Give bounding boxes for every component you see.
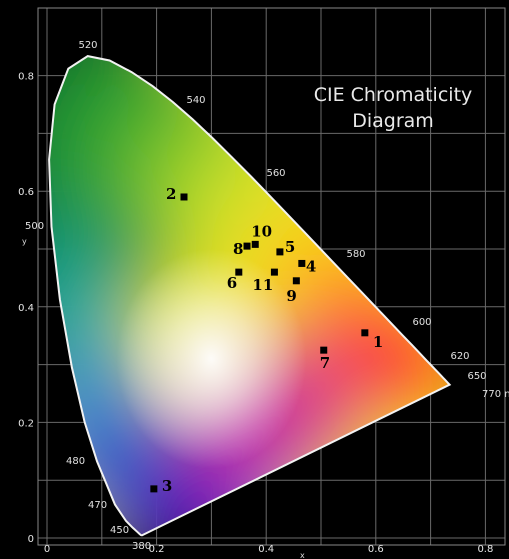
y-axis-label: y xyxy=(22,237,27,246)
wavelength-label: 770 nm xyxy=(482,389,509,400)
y-tick-label: 0.6 xyxy=(18,187,34,198)
point-marker xyxy=(150,485,158,493)
y-tick-label: 0.4 xyxy=(18,303,34,314)
point-marker xyxy=(251,240,259,248)
wavelength-label: 470 xyxy=(88,500,107,511)
point-marker xyxy=(320,346,328,354)
point-label: 2 xyxy=(166,185,176,203)
point-label: 7 xyxy=(320,354,330,372)
wavelength-label: 560 xyxy=(266,168,285,179)
point-label: 3 xyxy=(162,477,172,495)
y-axis-ticks: 0 0.2 0.4 0.6 0.8 xyxy=(18,72,34,545)
wavelength-label: 380 xyxy=(132,541,151,552)
point-label: 8 xyxy=(233,240,243,258)
spectral-locus xyxy=(48,55,452,537)
y-tick-label: 0.8 xyxy=(18,72,34,83)
x-tick-label: 0.4 xyxy=(258,544,274,555)
wavelength-label: 450 xyxy=(110,525,129,536)
wavelength-label: 500 xyxy=(25,221,44,232)
point-marker xyxy=(292,277,300,285)
plot-frame xyxy=(37,7,506,546)
y-tick-label: 0.2 xyxy=(18,418,34,429)
x-tick-label: 0 xyxy=(44,544,50,555)
wavelength-label: 620 xyxy=(450,351,469,362)
x-tick-label: 0.2 xyxy=(149,544,165,555)
wavelength-label: 580 xyxy=(346,249,365,260)
title-line-1: CIE Chromaticity xyxy=(314,84,473,106)
wavelength-label: 650 xyxy=(467,371,486,382)
x-axis-label: x xyxy=(300,551,305,559)
x-axis-ticks: 0 0.2 0.4 0.6 0.8 xyxy=(44,544,494,555)
x-tick-label: 0.8 xyxy=(477,544,493,555)
x-tick-label: 0.6 xyxy=(368,544,384,555)
wavelength-label: 540 xyxy=(186,95,205,106)
point-marker xyxy=(235,268,243,276)
point-marker xyxy=(243,242,251,250)
point-label: 9 xyxy=(286,287,296,305)
point-label: 1 xyxy=(373,333,383,351)
point-marker xyxy=(361,329,369,337)
point-label: 10 xyxy=(251,222,272,240)
title-line-2: Diagram xyxy=(352,110,434,132)
wavelength-label: 480 xyxy=(66,456,85,467)
point-label: 4 xyxy=(306,257,316,275)
y-tick-label: 0 xyxy=(28,534,34,545)
wavelength-label: 520 xyxy=(78,40,97,51)
wavelength-label: 600 xyxy=(412,317,431,328)
point-marker xyxy=(298,259,306,267)
data-points: 1 2 3 45 6 7 8 9 10 11 xyxy=(150,185,383,495)
point-marker xyxy=(180,193,188,201)
point-label: 11 xyxy=(252,276,273,294)
point-label: 6 xyxy=(227,274,237,292)
point-marker xyxy=(270,268,278,276)
color-blob xyxy=(49,263,124,374)
point-marker xyxy=(276,248,284,256)
point-label: 5 xyxy=(285,238,295,256)
